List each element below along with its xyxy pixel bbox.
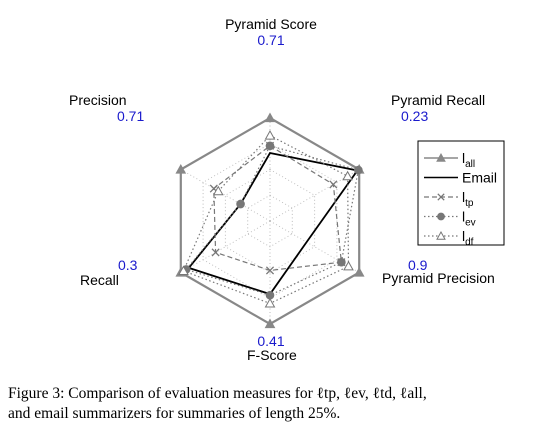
circle-marker	[236, 199, 245, 209]
grid-ring	[224, 168, 316, 274]
axis-label-4: Recall	[80, 272, 119, 288]
x-marker	[265, 266, 275, 275]
axis-label-3: F-Score	[247, 347, 297, 363]
figure-caption: Figure 3: Comparison of evaluation measu…	[8, 384, 530, 424]
radar-series	[175, 112, 365, 329]
legend-subscript: all	[465, 159, 475, 170]
circle-marker	[337, 257, 346, 267]
circle-marker	[437, 212, 445, 221]
grid-ring	[247, 194, 293, 248]
triangle-marker	[264, 112, 276, 123]
caption-line-2: and email summarizers for summaries of l…	[8, 405, 341, 422]
x-marker	[211, 248, 220, 257]
series-l_ev	[181, 141, 363, 300]
caption-line-1: Figure 3: Comparison of evaluation measu…	[8, 385, 427, 402]
triangle-marker	[343, 260, 354, 271]
legend-label-l_tp: ltp	[462, 189, 474, 209]
legend-subscript: df	[465, 237, 474, 248]
series-l_df	[178, 129, 354, 308]
x-marker	[437, 193, 445, 201]
axis-max-value-3: 0.41	[257, 333, 284, 349]
axis-label-1: Pyramid Recall	[391, 92, 485, 108]
legend-box	[417, 140, 505, 246]
legend-label-Email: Email	[462, 170, 497, 186]
triangle-marker	[264, 318, 276, 329]
series-line-l_tp	[213, 145, 343, 272]
axis-max-value-0: 0.71	[257, 32, 284, 48]
triangle-marker	[436, 230, 446, 240]
triangle-marker	[264, 129, 276, 140]
axis-max-value-5: 0.71	[117, 108, 144, 124]
axis-label-2: Pyramid Precision	[382, 270, 495, 286]
triangle-marker	[353, 266, 365, 277]
triangle-marker	[264, 297, 276, 308]
axis-label-5: Precision	[69, 92, 127, 108]
axis-max-value-1: 0.23	[401, 108, 428, 124]
series-l_tp	[209, 141, 346, 275]
axis-max-value-2: 0.9	[408, 257, 428, 273]
triangle-marker	[212, 185, 224, 196]
triangle-marker	[436, 152, 446, 162]
legend-subscript: tp	[465, 198, 474, 209]
circle-marker	[265, 290, 275, 300]
axis-max-value-4: 0.3	[118, 257, 138, 273]
circle-marker	[265, 141, 275, 151]
x-marker	[329, 180, 338, 189]
circle-marker	[353, 165, 363, 175]
legend-subscript: ev	[465, 218, 476, 229]
triangle-marker	[342, 170, 353, 181]
axis-label-0: Pyramid Score	[225, 16, 317, 32]
triangle-marker	[178, 265, 189, 276]
triangle-marker	[175, 163, 187, 174]
legend-label-l_df: ldf	[462, 228, 474, 248]
